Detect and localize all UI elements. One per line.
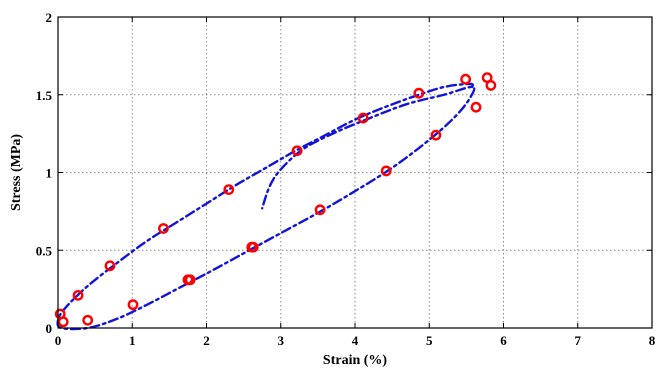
x-tick-label: 1 <box>129 333 136 348</box>
data-point <box>247 241 259 253</box>
y-tick-label: 2 <box>46 10 53 25</box>
data-point <box>158 223 169 234</box>
data-point <box>72 289 84 301</box>
x-tick-label: 8 <box>649 333 656 348</box>
data-point <box>430 129 442 141</box>
y-axis-label: Stress (MPa) <box>9 134 24 211</box>
fit-curve <box>56 82 476 331</box>
x-tick-label: 2 <box>203 333 210 348</box>
data-point <box>357 112 369 124</box>
fit-curves <box>56 82 476 331</box>
data-point <box>127 299 139 311</box>
data-point <box>470 101 482 113</box>
data-point <box>57 316 69 328</box>
data-point <box>413 87 425 99</box>
y-tick-label: 1.5 <box>36 88 53 103</box>
y-tick-label: 0 <box>46 321 53 336</box>
x-tick-label: 3 <box>278 333 285 348</box>
data-point <box>460 73 472 85</box>
y-tick-label: 1 <box>46 166 53 181</box>
axis-ticks <box>57 16 653 329</box>
data-point <box>184 274 196 286</box>
data-point <box>314 204 326 216</box>
y-tick-labels: 0 0.5 1 1.5 2 <box>36 10 53 336</box>
data-point <box>82 314 94 326</box>
x-tick-label: 4 <box>352 333 359 348</box>
x-tick-label: 7 <box>575 333 582 348</box>
data-point <box>223 184 235 196</box>
data-point <box>104 260 116 272</box>
x-tick-label: 5 <box>426 333 433 348</box>
x-tick-label: 0 <box>55 333 62 348</box>
y-tick-label: 0.5 <box>36 243 53 258</box>
data-point <box>485 80 497 91</box>
x-tick-labels: 0 1 2 3 4 5 6 7 8 <box>55 333 656 348</box>
data-point <box>291 145 303 157</box>
x-axis-label: Strain (%) <box>323 353 388 368</box>
grid <box>58 17 652 328</box>
data-point <box>380 165 392 177</box>
x-tick-label: 6 <box>500 333 507 348</box>
data-markers <box>54 72 497 328</box>
